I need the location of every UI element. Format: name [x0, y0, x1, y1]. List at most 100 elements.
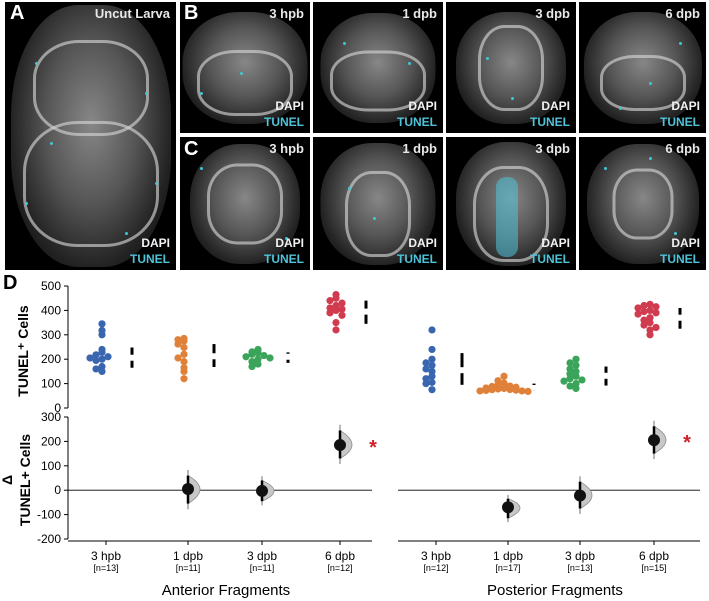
tunel-label: TUNEL: [397, 252, 437, 266]
panel-label-d: D: [3, 272, 18, 294]
panel-b-caption: 6 dpb: [665, 6, 700, 21]
panel-b-image-1: 3 hpb DAPI TUNEL: [180, 2, 310, 133]
data-point: [98, 320, 106, 328]
data-point: [572, 372, 580, 380]
data-point: [266, 354, 274, 362]
dapi-label: DAPI: [275, 99, 304, 113]
delta-mean-point: [182, 482, 194, 495]
sample-size-label: [n=11]: [176, 563, 201, 573]
data-point: [174, 354, 182, 362]
data-point: [500, 372, 508, 380]
panel-c-caption: 3 hpb: [269, 141, 304, 156]
dapi-label: DAPI: [541, 236, 570, 250]
sample-size-label: [n=17]: [495, 563, 520, 573]
data-point: [560, 377, 568, 385]
data-point: [338, 299, 346, 307]
data-point: [332, 319, 340, 327]
data-point: [338, 311, 346, 319]
panel-c-caption: 3 dpb: [535, 141, 570, 156]
data-point: [254, 360, 262, 368]
data-point: [338, 305, 346, 313]
data-point: [646, 319, 654, 327]
data-point: [652, 303, 660, 311]
delta-mean-point: [648, 434, 660, 447]
data-point: [104, 353, 112, 361]
data-point: [428, 372, 436, 380]
data-point: [248, 362, 256, 371]
data-point: [98, 355, 106, 363]
data-point: [524, 387, 532, 396]
data-point: [572, 384, 580, 393]
data-point: [566, 382, 574, 390]
panel-c-image-3: 3 dpb DAPI TUNEL: [446, 137, 576, 270]
panel-c-caption: 1 dpb: [402, 141, 437, 156]
panel-b-caption: 3 hpb: [269, 6, 304, 21]
data-point: [248, 350, 256, 358]
data-point: [180, 337, 188, 345]
delta-mean-point: [502, 501, 514, 514]
data-point: [422, 365, 430, 373]
sample-size-label: [n=15]: [641, 563, 666, 573]
panel-label-b: B: [184, 2, 199, 24]
panel-label-a: A: [10, 2, 25, 24]
group-label: Posterior Fragments: [487, 582, 623, 599]
data-point: [332, 294, 340, 302]
data-point: [180, 343, 188, 352]
data-point: [640, 321, 648, 329]
data-point: [476, 387, 484, 395]
data-point: [518, 387, 526, 395]
sample-size-label: [n=12]: [327, 563, 352, 573]
data-point: [428, 326, 436, 334]
x-tick-label: 3 dpb: [247, 549, 277, 563]
bottom-y-tick-label: 300: [41, 410, 61, 424]
x-tick-label: 3 dpb: [565, 549, 595, 563]
data-point: [422, 380, 430, 388]
tunel-label: TUNEL: [530, 252, 570, 266]
dapi-label: DAPI: [671, 99, 700, 113]
delta-mean-point: [334, 439, 346, 452]
dapi-label: DAPI: [275, 236, 304, 250]
data-point: [98, 348, 106, 356]
data-point: [646, 300, 654, 308]
data-point: [260, 351, 268, 360]
x-tick-label: 3 hpb: [91, 549, 121, 563]
significance-star: *: [369, 437, 377, 459]
data-point: [500, 379, 508, 387]
bottom-y-axis-delta: Δ: [0, 475, 15, 485]
dapi-label: DAPI: [541, 99, 570, 113]
data-point: [422, 359, 430, 367]
data-point: [428, 378, 436, 386]
dapi-label: DAPI: [141, 236, 170, 250]
data-point: [578, 376, 586, 384]
data-point: [180, 375, 188, 383]
data-point: [428, 361, 436, 369]
panel-a-image: Uncut Larva DAPI TUNEL: [5, 2, 176, 270]
sample-size-label: [n=13]: [93, 563, 118, 573]
bottom-y-tick-label: -200: [37, 532, 61, 546]
panel-c-image-4: 6 dpb DAPI TUNEL: [579, 137, 706, 270]
data-point: [98, 331, 106, 339]
data-point: [92, 365, 100, 373]
panel-c-image-1: 3 hpb DAPI TUNEL: [180, 137, 310, 270]
group-label: Anterior Fragments: [162, 582, 290, 599]
data-point: [242, 353, 250, 361]
data-point: [428, 355, 436, 363]
data-point: [646, 331, 654, 339]
panel-label-c: C: [184, 138, 199, 160]
data-point: [572, 355, 580, 363]
x-tick-label: 1 dpb: [173, 549, 203, 563]
data-point: [332, 326, 340, 334]
top-y-axis-label: TUNEL⁺ Cells: [15, 305, 31, 397]
panel-b-image-2: 1 dpb DAPI TUNEL: [313, 2, 443, 133]
x-tick-label: 6 dpb: [639, 549, 669, 563]
data-point: [634, 310, 642, 318]
data-point: [482, 386, 490, 395]
dapi-label: DAPI: [408, 99, 437, 113]
data-point: [326, 309, 334, 317]
data-point: [652, 323, 660, 332]
data-point: [572, 361, 580, 369]
sample-size-label: [n=11]: [250, 563, 275, 573]
top-y-tick-label: 500: [41, 279, 61, 293]
tunel-label: TUNEL: [264, 252, 304, 266]
x-tick-label: 1 dpb: [493, 549, 523, 563]
